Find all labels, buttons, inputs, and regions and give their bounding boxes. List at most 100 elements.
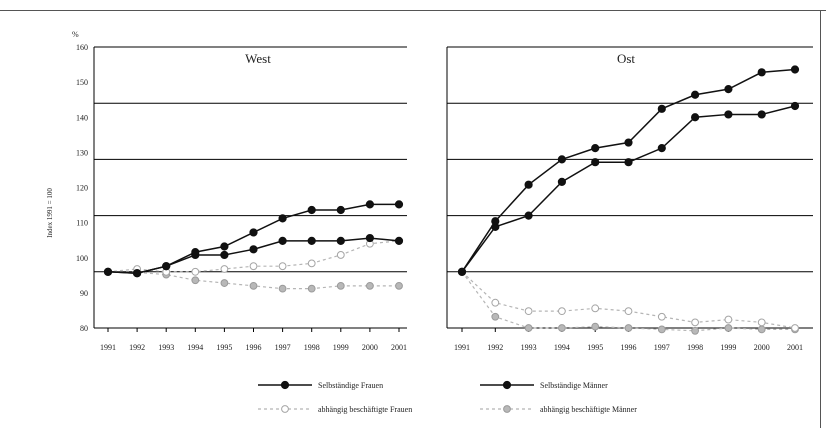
data-point-sm	[591, 158, 600, 167]
y-tick-label: 140	[76, 113, 88, 122]
legend-label-am: abhängig beschäftigte Männer	[540, 405, 637, 414]
data-point-af	[591, 304, 600, 313]
series-line-am	[461, 271, 795, 332]
x-tick-label: 1995	[587, 343, 603, 352]
y-tick-label: 130	[76, 148, 88, 157]
x-tick-label: 1991	[454, 343, 470, 352]
y-tick-label: 120	[76, 184, 88, 193]
data-point-am	[278, 284, 287, 293]
y-axis-unit: %	[72, 30, 79, 39]
data-point-sf	[162, 262, 171, 271]
legend-swatch-marker-sf	[280, 380, 290, 390]
data-point-am	[191, 276, 200, 285]
data-point-sf	[790, 65, 800, 74]
data-point-sf	[591, 144, 600, 153]
legend-label-af: abhängig beschäftigte Frauen	[318, 405, 412, 414]
data-point-sf	[336, 205, 345, 215]
data-point-af	[691, 318, 699, 327]
data-point-sf	[394, 200, 404, 209]
x-tick-label: 1993	[158, 343, 174, 352]
series-line-sf	[461, 68, 796, 273]
data-point-sf	[191, 248, 200, 257]
x-tick-label: 1996	[246, 343, 262, 352]
data-point-am	[524, 324, 533, 332]
x-tick-label: 1999	[333, 343, 349, 352]
data-point-am	[491, 312, 500, 321]
data-point-sf	[557, 155, 567, 164]
x-tick-label: 1998	[304, 343, 320, 352]
data-point-am	[307, 284, 316, 293]
data-point-am	[691, 326, 699, 335]
x-tick-label: 1996	[621, 343, 637, 352]
data-point-am	[220, 279, 229, 287]
legend-swatch-marker-sm	[502, 380, 512, 390]
data-point-sf	[457, 267, 467, 276]
legend-swatch-marker-af	[281, 405, 289, 413]
series-line-sm	[461, 105, 796, 273]
data-point-sf	[249, 228, 258, 237]
data-point-sf	[624, 138, 633, 147]
y-tick-label: 90	[80, 289, 88, 298]
data-point-sm	[394, 236, 404, 245]
data-point-sm	[220, 250, 229, 260]
data-point-am	[558, 324, 566, 332]
data-point-af	[191, 267, 200, 276]
y-axis-label-group: Index 1991 = 100	[46, 188, 54, 238]
x-tick-label: 1992	[487, 343, 503, 352]
data-point-sf	[220, 242, 229, 251]
data-point-am	[366, 281, 374, 290]
legend-swatch-marker-am	[503, 405, 511, 413]
x-tick-label: 1999	[720, 343, 736, 352]
y-tick-label: 80	[80, 324, 88, 333]
data-point-af	[757, 318, 766, 327]
data-point-sm	[249, 245, 258, 254]
y-tick-label: 110	[76, 219, 88, 228]
data-point-sf	[307, 205, 316, 215]
data-point-sf	[491, 217, 500, 226]
series-line-af	[461, 271, 796, 329]
data-point-am	[724, 324, 733, 332]
data-point-sf	[757, 68, 766, 77]
data-point-af	[657, 312, 666, 321]
data-point-af	[336, 251, 345, 259]
legend-label-sm: Selbständige Männer	[540, 381, 608, 390]
data-point-sm	[724, 110, 733, 119]
legend: Selbständige Frauen Selbständige Männer ab…	[258, 380, 637, 414]
x-tick-label: 1991	[100, 343, 116, 352]
data-point-am	[336, 281, 345, 290]
data-point-sm	[757, 110, 766, 119]
data-point-sm	[691, 113, 700, 122]
x-tick-label: 1995	[216, 343, 232, 352]
data-point-af	[724, 315, 733, 324]
data-point-am	[395, 281, 403, 290]
panel-title-ost: Ost	[617, 51, 635, 66]
panel-title-west: West	[245, 51, 271, 66]
data-point-sm	[790, 101, 800, 111]
data-point-af	[524, 307, 533, 316]
data-point-af	[278, 262, 287, 271]
panel-west: West 80 90 100 110 120 130 140 150 160 1991 1992 19…	[76, 43, 407, 352]
data-point-sm	[307, 236, 316, 245]
legend-label-sf: Selbständige Frauen	[318, 381, 383, 390]
x-tick-label: 2000	[362, 343, 378, 352]
data-point-af	[558, 307, 566, 316]
x-tick-label: 2001	[391, 343, 407, 352]
data-point-sf	[133, 269, 142, 278]
data-point-sm	[624, 158, 633, 167]
x-tick-label: 2001	[787, 343, 803, 352]
x-tick-label: 1994	[554, 343, 570, 352]
x-tick-label: 1994	[187, 343, 203, 352]
data-point-sf	[103, 267, 113, 276]
data-point-af	[307, 259, 316, 268]
data-point-am	[657, 325, 666, 334]
data-point-sm	[365, 233, 374, 243]
data-point-sf	[657, 104, 666, 113]
data-point-sm	[657, 144, 666, 153]
data-point-sm	[278, 236, 287, 245]
data-point-sf	[278, 214, 287, 223]
data-point-am	[249, 281, 258, 290]
data-point-sf	[365, 200, 374, 209]
data-point-sf	[724, 85, 733, 94]
